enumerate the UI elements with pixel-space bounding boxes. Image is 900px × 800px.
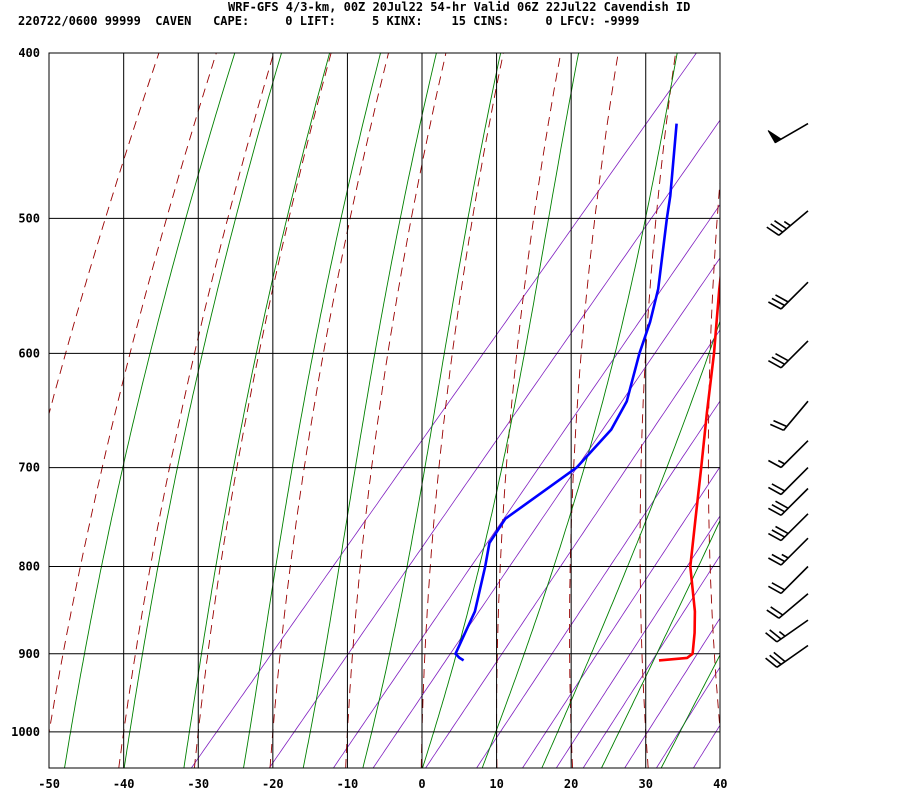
barb-staff xyxy=(768,467,809,496)
barb-staff xyxy=(774,122,809,144)
dry-adiabat-line xyxy=(345,53,447,768)
moist-adiabat-line xyxy=(243,53,381,768)
mixing-ratio-line xyxy=(760,53,900,768)
barb-staff xyxy=(769,400,809,432)
wind-barbs xyxy=(765,122,809,668)
y-tick-label: 600 xyxy=(18,346,40,360)
dewpoint-line xyxy=(454,123,678,662)
moist-adiabat-line xyxy=(721,53,900,768)
barb-staff xyxy=(765,644,809,668)
y-tick-label: 800 xyxy=(18,560,40,574)
y-tick-label: 700 xyxy=(18,461,40,475)
dry-adiabat-line xyxy=(269,53,389,768)
moist-adiabat-line xyxy=(64,53,236,768)
x-tick-label: 40 xyxy=(713,777,727,791)
y-tick-label: 1000 xyxy=(11,725,40,739)
barb-staff xyxy=(768,281,809,310)
mixing-ratio-line xyxy=(624,617,720,768)
y-tick-label: 900 xyxy=(18,647,40,661)
y-tick-label: 400 xyxy=(18,46,40,60)
barb-staff xyxy=(768,487,809,517)
moist-adiabat-line xyxy=(601,519,720,768)
mixing-ratio-line xyxy=(731,53,900,768)
temperature-line xyxy=(658,271,720,662)
mixing-ratio-line xyxy=(372,257,720,768)
plot-frame xyxy=(48,52,721,769)
thermodynamic-background xyxy=(49,53,900,768)
dry-adiabat-line xyxy=(118,53,275,768)
dry-adiabat-line xyxy=(639,53,677,768)
wind-barb xyxy=(768,467,809,496)
barb-staff xyxy=(768,537,809,566)
sounding-indices: 220722/0600 99999 CAVEN CAPE: 0 LIFT: 5 … xyxy=(18,14,640,28)
dry-adiabat-line xyxy=(707,177,720,734)
wind-barb xyxy=(768,565,809,595)
x-tick-label: 30 xyxy=(639,777,653,791)
barb-staff xyxy=(766,593,809,619)
mixing-ratio-line xyxy=(522,466,720,768)
grid xyxy=(49,52,720,768)
dry-adiabat-line xyxy=(839,53,875,768)
chart-title: WRF-GFS 4/3-km, 00Z 20Jul22 54-hr Valid … xyxy=(228,0,691,14)
dry-adiabat-line xyxy=(49,53,217,736)
mixing-ratio-line xyxy=(656,666,720,768)
wind-barb xyxy=(765,644,809,668)
mixing-ratio-line xyxy=(190,53,697,768)
mixing-ratio-line xyxy=(425,329,720,768)
dry-adiabat-line xyxy=(420,53,504,768)
moist-adiabat-line xyxy=(302,53,437,768)
barb-staff xyxy=(768,513,809,542)
barb-staff xyxy=(768,565,809,595)
y-tick-label: 500 xyxy=(18,211,40,225)
barb-staff xyxy=(768,440,809,469)
wind-barb xyxy=(766,593,809,619)
mixing-ratio-line xyxy=(333,203,720,768)
wind-barb xyxy=(768,340,809,369)
barb-staff xyxy=(765,619,809,643)
barb-staff xyxy=(766,210,809,236)
wind-barb xyxy=(768,281,809,310)
wind-barb xyxy=(768,487,809,517)
y-axis-ticks: 400 500 600 700 800 900 1000 xyxy=(11,46,40,739)
x-tick-label: 0 xyxy=(418,777,425,791)
wind-barb xyxy=(768,440,809,469)
wind-barb xyxy=(768,513,809,542)
profiles xyxy=(454,123,720,662)
moist-adiabat-line xyxy=(660,653,720,768)
wind-barb xyxy=(766,210,809,236)
dry-adiabat-line xyxy=(496,53,562,768)
moist-adiabat-line xyxy=(183,53,331,768)
dry-adiabat-line xyxy=(193,53,332,768)
mixing-ratio-line xyxy=(476,400,720,768)
x-axis-ticks: -50 -40 -30 -20 -10 0 10 20 30 40 xyxy=(38,777,727,791)
x-tick-label: 20 xyxy=(564,777,578,791)
wind-barb xyxy=(765,619,809,643)
x-tick-label: -50 xyxy=(38,777,60,791)
moist-adiabat-line xyxy=(362,53,502,768)
x-tick-label: -20 xyxy=(262,777,284,791)
mixing-ratio-line xyxy=(582,554,720,768)
x-tick-label: -10 xyxy=(337,777,359,791)
wind-barb xyxy=(767,122,809,144)
wind-barb xyxy=(769,400,809,432)
x-tick-label: -40 xyxy=(113,777,135,791)
dry-adiabat-line xyxy=(569,53,619,768)
moist-adiabat-line xyxy=(541,319,720,768)
moist-adiabat-line xyxy=(123,53,282,768)
x-tick-label: -30 xyxy=(187,777,209,791)
mixing-ratio-line xyxy=(555,515,720,768)
moist-adiabat-line xyxy=(481,53,678,768)
barb-staff xyxy=(768,340,809,369)
x-tick-label: 10 xyxy=(489,777,503,791)
wind-barb xyxy=(768,537,809,566)
mixing-ratio-line xyxy=(693,724,720,768)
